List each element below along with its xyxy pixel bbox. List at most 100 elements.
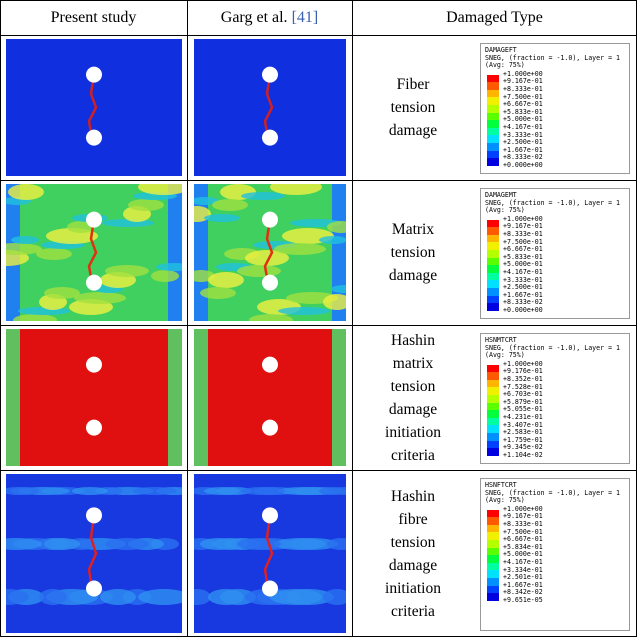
page: Present study Garg et al. [41] Damaged T…: [0, 0, 637, 637]
color-swatch: [487, 441, 499, 449]
contour-spot: [18, 307, 70, 315]
contour-image: [194, 474, 346, 633]
color-swatch: [487, 532, 499, 540]
color-swatch: [487, 143, 499, 151]
color-swatch: [487, 227, 499, 235]
label-line: damage: [352, 119, 474, 142]
contour-spot: [319, 236, 346, 244]
header-type: Damaged Type: [352, 0, 637, 35]
color-swatch: [487, 90, 499, 98]
table-rule: [187, 0, 188, 637]
label-line: tension: [352, 531, 474, 554]
contour-bg: [194, 474, 346, 633]
color-swatch: [487, 387, 499, 395]
contour-spot: [200, 287, 236, 299]
legend: HSNMTCRTSNEG, (fraction = -1.0), Layer =…: [480, 333, 630, 464]
table-rule: [0, 180, 637, 181]
color-swatch: [487, 296, 499, 304]
contour-spot: [208, 272, 244, 288]
contour-edge: [168, 184, 182, 321]
contour-image: [6, 474, 182, 633]
hole: [86, 67, 102, 83]
contour-spot: [8, 184, 44, 200]
contour-image: [6, 39, 182, 176]
contour-image: [194, 184, 346, 321]
color-swatch: [487, 395, 499, 403]
color-swatch: [487, 425, 499, 433]
hole: [262, 212, 278, 228]
color-swatch: [487, 220, 499, 228]
contour-spot: [74, 292, 126, 304]
color-swatch: [487, 105, 499, 113]
contour-spot: [100, 589, 136, 605]
hole: [262, 67, 278, 83]
contour-bg: [194, 39, 346, 176]
legend-value: +1.104e-02: [485, 452, 625, 460]
contour-bg: [6, 39, 182, 176]
table-rule: [0, 470, 637, 471]
legend-avg: (Avg: 75%): [485, 497, 625, 505]
legend-value: +0.000e+00: [485, 307, 625, 315]
label-line: Hashin: [352, 485, 474, 508]
hole: [86, 212, 102, 228]
color-swatch: [487, 151, 499, 159]
contour-spot: [270, 589, 322, 605]
hole: [262, 357, 278, 373]
label-line: damage: [352, 554, 474, 577]
legend-avg: (Avg: 75%): [485, 207, 625, 215]
header-ref[interactable]: [41]: [292, 9, 319, 26]
color-swatch: [487, 372, 499, 380]
legend-value: +0.000e+00: [485, 162, 625, 170]
color-swatch: [487, 273, 499, 281]
color-swatch: [487, 280, 499, 288]
color-swatch: [487, 250, 499, 258]
color-swatch: [487, 563, 499, 571]
legend-scale: +1.000e+00+9.167e-01+8.333e-01+7.500e-01…: [485, 216, 625, 315]
contour-bg: [6, 329, 182, 466]
contour-spot: [102, 219, 154, 227]
hole: [262, 130, 278, 146]
label-line: criteria: [352, 600, 474, 623]
damage-label: Hashinfibretensiondamageinitiationcriter…: [352, 470, 474, 637]
contour-image: [6, 184, 182, 321]
color-swatch: [487, 555, 499, 563]
color-swatch: [487, 242, 499, 250]
contour-spot: [72, 487, 108, 495]
legend-value: +9.651e-05: [485, 597, 625, 605]
color-swatch: [487, 418, 499, 426]
color-swatch: [487, 380, 499, 388]
contour-spot: [241, 487, 285, 495]
header-garg: Garg et al. [41]: [187, 0, 352, 35]
color-swatch: [487, 593, 499, 601]
color-swatch: [487, 235, 499, 243]
color-swatch: [487, 433, 499, 441]
label-line: tension: [352, 96, 474, 119]
hole: [262, 580, 278, 596]
contour-spot: [11, 236, 39, 244]
label-line: damage: [352, 264, 474, 287]
contour-edge: [168, 329, 182, 466]
color-swatch: [487, 265, 499, 273]
color-swatch: [487, 97, 499, 105]
contour-spot: [128, 199, 164, 211]
contour-spot: [278, 307, 330, 315]
label-line: fibre: [352, 508, 474, 531]
contour-spot: [44, 287, 80, 299]
contour-bg: [6, 474, 182, 633]
label-line: tension: [352, 375, 474, 398]
legend-avg: (Avg: 75%): [485, 62, 625, 70]
table-rule: [0, 35, 637, 36]
legend: DAMAGEMTSNEG, (fraction = -1.0), Layer =…: [480, 188, 630, 319]
contour-spot: [319, 487, 346, 495]
legend-scale: +1.000e+00+9.167e-01+8.333e-01+7.500e-01…: [485, 71, 625, 170]
header-garg-text: Garg et al.: [221, 9, 292, 26]
color-swatch: [487, 548, 499, 556]
contour-bg: [194, 329, 346, 466]
hole: [262, 420, 278, 436]
label-line: initiation: [352, 421, 474, 444]
color-swatch: [487, 510, 499, 518]
label-line: Hashin: [352, 329, 474, 352]
color-swatch: [487, 128, 499, 136]
hole: [86, 357, 102, 373]
